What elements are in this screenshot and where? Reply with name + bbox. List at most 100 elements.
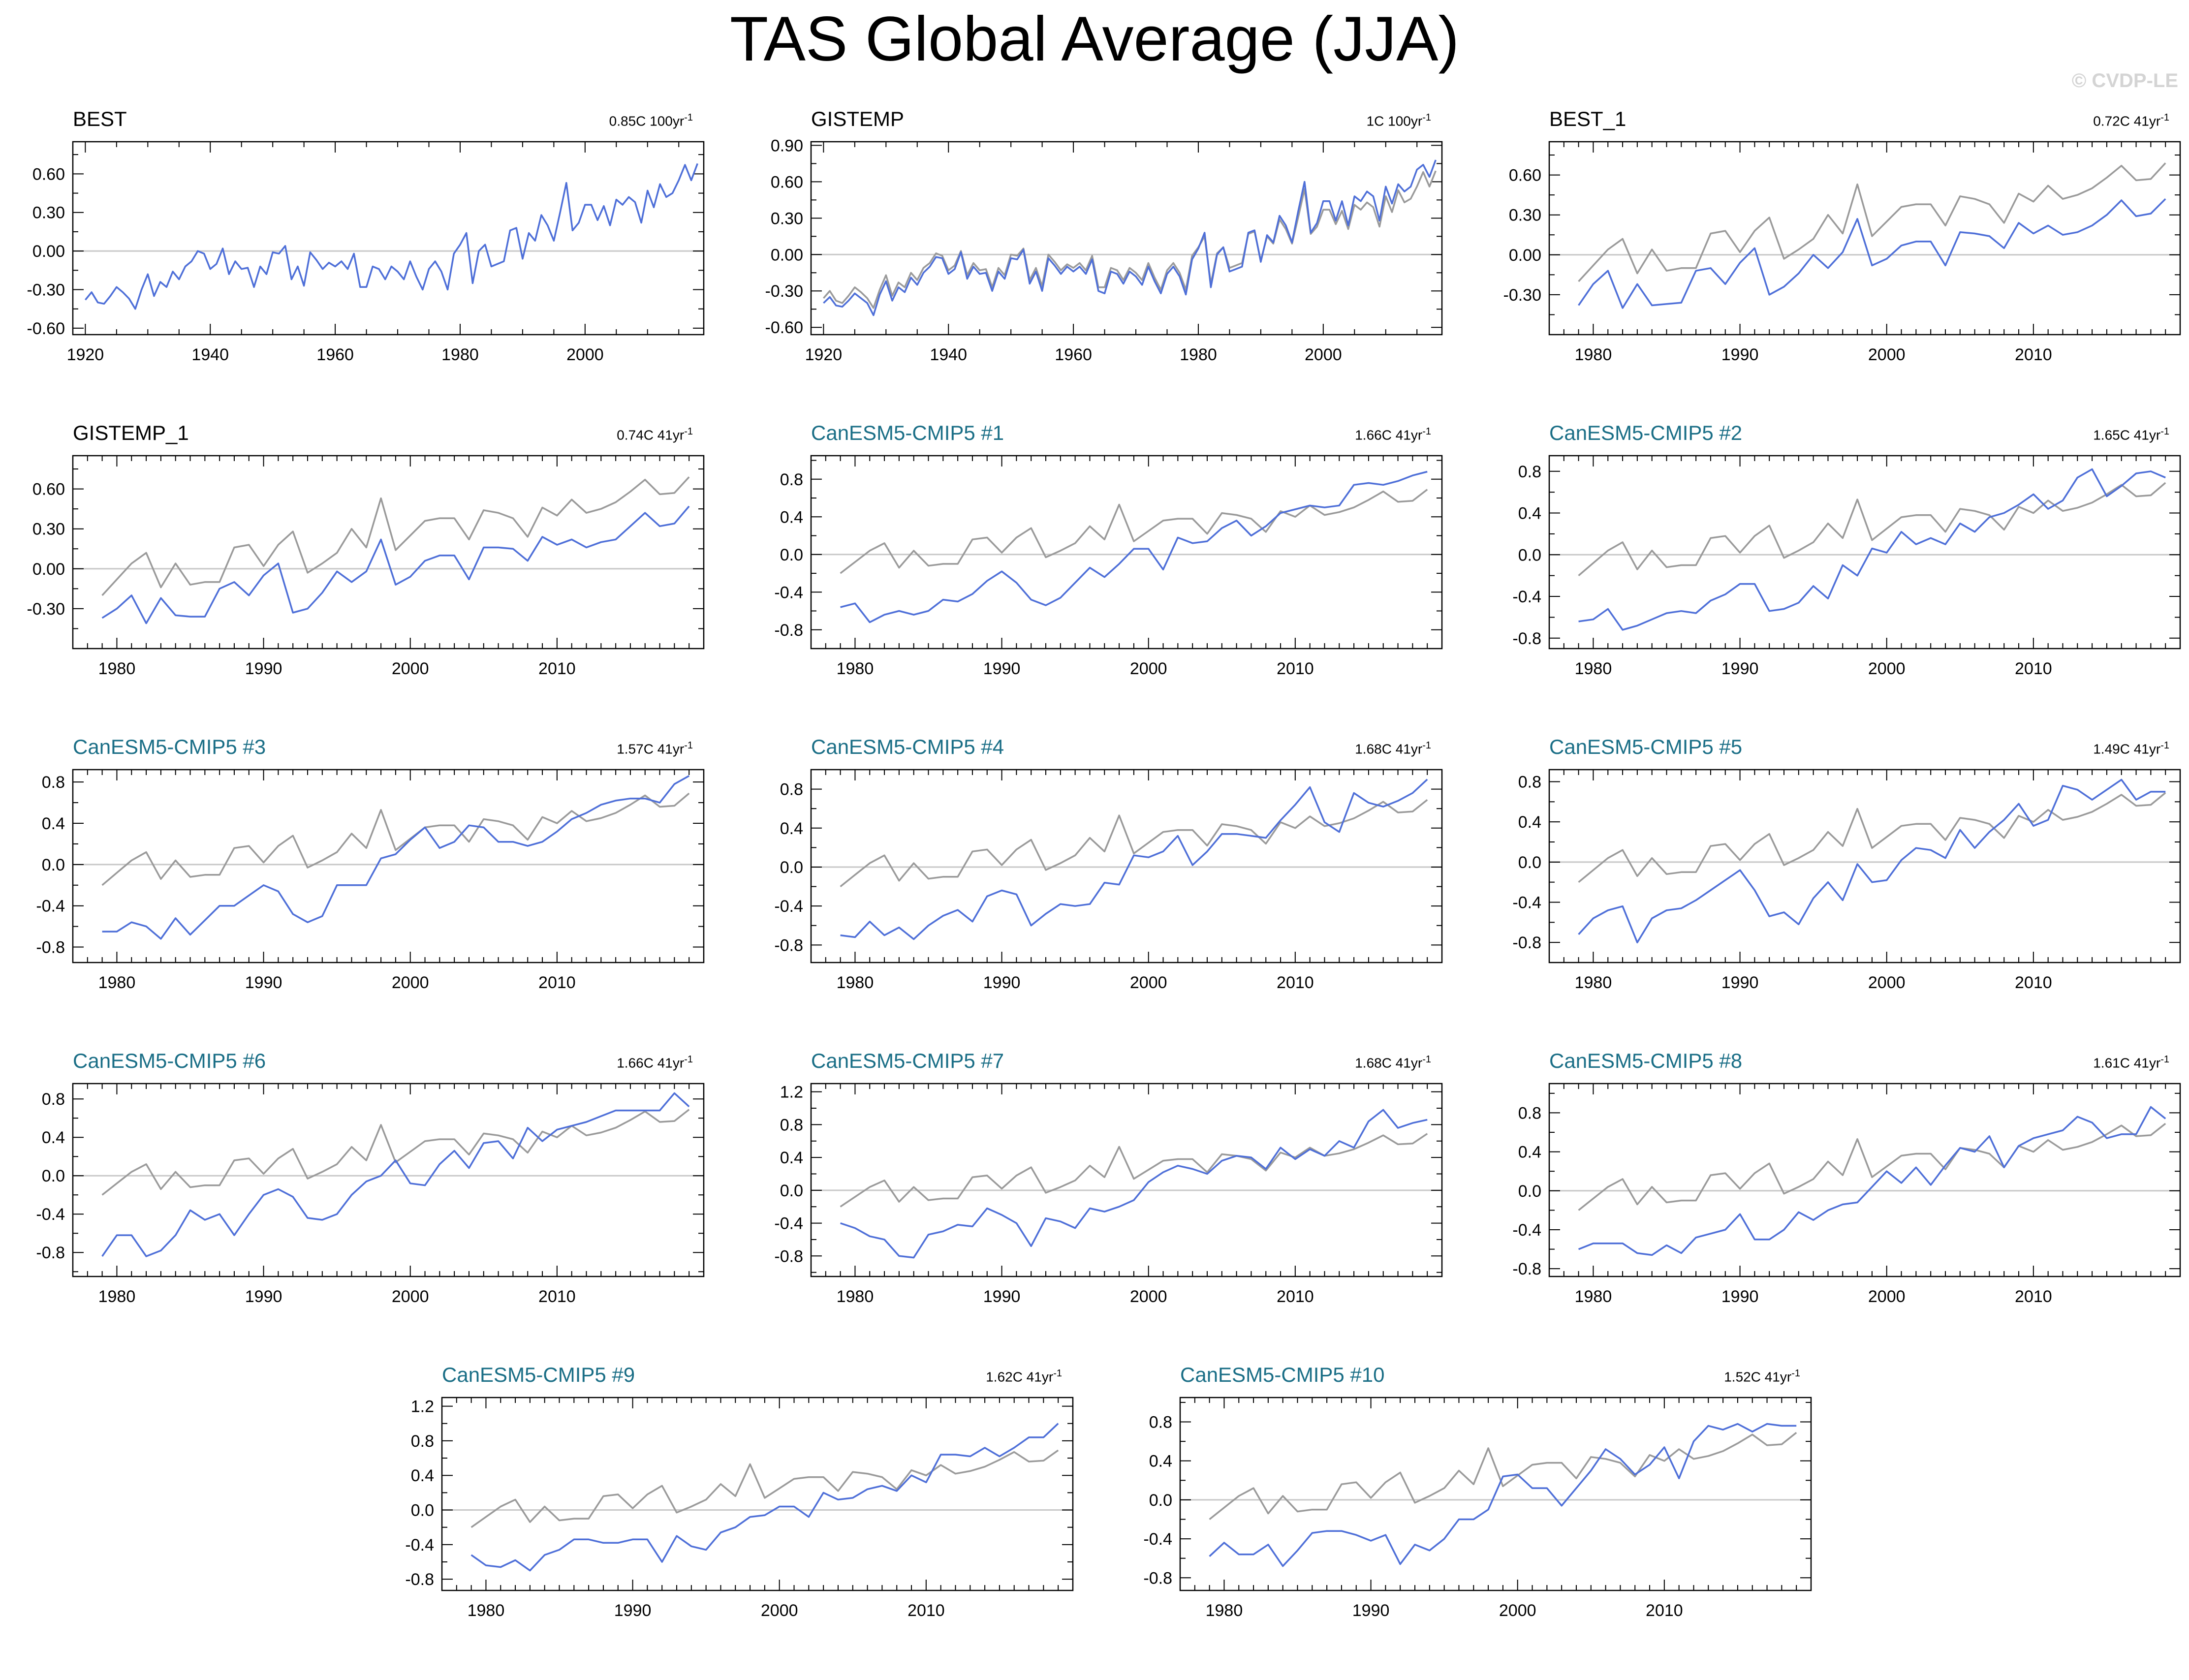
plot-frame bbox=[810, 141, 1443, 336]
x-tick-label: 1990 bbox=[245, 659, 282, 678]
trend-label: 1.52C 41yr-1 bbox=[1724, 1368, 1800, 1385]
y-tick-label: 0.60 bbox=[32, 480, 65, 499]
y-tick-label: -0.4 bbox=[36, 897, 65, 916]
trend-value: 1C 100yr bbox=[1366, 113, 1423, 129]
trend-exponent: -1 bbox=[2160, 426, 2169, 437]
trend-label: 1.62C 41yr-1 bbox=[986, 1368, 1062, 1385]
x-tick-label: 2000 bbox=[1130, 973, 1167, 992]
page-title: TAS Global Average (JJA) bbox=[729, 4, 1460, 74]
y-tick-label: 0.4 bbox=[1149, 1452, 1172, 1471]
y-tick-label: 0.00 bbox=[1509, 246, 1541, 265]
chart-panel-canesm5-7: CanESM5-CMIP5 #7 1.68C 41yr-1 1980 1990 2000… bbox=[738, 1045, 1443, 1306]
y-tick-label: 0.00 bbox=[32, 560, 65, 579]
x-tick-label: 2010 bbox=[1277, 973, 1314, 992]
trend-value: 1.66C 41yr bbox=[1355, 427, 1423, 443]
obs-series-line bbox=[840, 799, 1428, 887]
x-tick-label: 1990 bbox=[983, 973, 1021, 992]
trend-exponent: -1 bbox=[684, 112, 693, 123]
x-tick-label: 2010 bbox=[538, 659, 576, 678]
model-series-line bbox=[1578, 778, 2166, 943]
x-tick-label: 2010 bbox=[2015, 659, 2052, 678]
trend-value: 1.65C 41yr bbox=[2093, 427, 2161, 443]
model-series-line bbox=[840, 1109, 1428, 1259]
y-tick-label: 0.30 bbox=[32, 204, 65, 222]
obs-series-line bbox=[470, 1449, 1059, 1528]
trend-label: 1.57C 41yr-1 bbox=[617, 740, 693, 757]
line-chart: 1920 1940 1960 1980 2000 -0.60 -0.30 0.00 0.30 0.… bbox=[27, 141, 705, 364]
y-tick-label: 0.4 bbox=[42, 814, 65, 833]
line-chart: 1980 1990 2000 2010 -0.30 0.00 0.30 0.60 bbox=[27, 455, 705, 678]
trend-exponent: -1 bbox=[1422, 426, 1431, 437]
trend-exponent: -1 bbox=[2160, 1054, 2169, 1065]
x-tick-label: 2010 bbox=[2015, 345, 2052, 364]
trend-value: 0.74C 41yr bbox=[617, 427, 685, 443]
x-tick-label: 1980 bbox=[98, 659, 136, 678]
x-tick-label: 2000 bbox=[761, 1601, 798, 1620]
line-chart: 1980 1990 2000 2010 -0.8 -0.4 0.0 0.4 0.8 1.2 bbox=[405, 1397, 1074, 1620]
trend-value: 0.72C 41yr bbox=[2093, 113, 2161, 129]
obs-series-line bbox=[1578, 162, 2166, 282]
panel-title: CanESM5-CMIP5 #4 bbox=[811, 735, 1004, 758]
trend-label: 0.85C 100yr-1 bbox=[609, 112, 693, 129]
line-chart: 1980 1990 2000 2010 -0.8 -0.4 0.0 0.4 0.8 bbox=[36, 1083, 705, 1306]
y-tick-label: 0.0 bbox=[1518, 853, 1541, 872]
x-tick-label: 2010 bbox=[2015, 1287, 2052, 1306]
x-tick-label: 2000 bbox=[392, 973, 429, 992]
y-tick-label: 0.8 bbox=[1518, 773, 1541, 792]
y-tick-label: -0.60 bbox=[765, 318, 804, 337]
model-series-line bbox=[470, 1423, 1059, 1572]
model-series-line bbox=[823, 159, 1437, 316]
y-tick-label: -0.8 bbox=[1512, 1260, 1541, 1278]
plot-frame bbox=[72, 141, 705, 336]
panel-title: CanESM5-CMIP5 #5 bbox=[1549, 735, 1743, 758]
chart-panel-gistemp-1: GISTEMP_1 0.74C 41yr-1 1980 1990 2000 2010 -0.… bbox=[0, 417, 705, 678]
line-chart: 1980 1990 2000 2010 -0.8 -0.4 0.0 0.4 0.8 bbox=[1512, 455, 2181, 678]
obs-series-line bbox=[840, 489, 1428, 574]
y-tick-label: -0.30 bbox=[27, 600, 65, 619]
x-tick-label: 2000 bbox=[1130, 659, 1167, 678]
model-series-line bbox=[1578, 198, 2166, 309]
trend-value: 1.68C 41yr bbox=[1355, 741, 1423, 757]
line-chart: 1980 1990 2000 2010 -0.8 -0.4 0.0 0.4 0.8 bbox=[774, 769, 1443, 992]
trend-label: 1.65C 41yr-1 bbox=[2093, 426, 2169, 443]
trend-value: 1.66C 41yr bbox=[617, 1055, 685, 1071]
y-tick-label: -0.8 bbox=[774, 621, 803, 640]
line-chart: 1920 1940 1960 1980 2000 -0.60 -0.30 0.00 0.30 0.… bbox=[765, 136, 1443, 364]
x-tick-label: 1960 bbox=[316, 345, 354, 364]
trend-label: 1.66C 41yr-1 bbox=[1355, 426, 1431, 443]
y-tick-label: -0.8 bbox=[774, 936, 803, 955]
trend-label: 1.68C 41yr-1 bbox=[1355, 1054, 1431, 1071]
trend-value: 1.57C 41yr bbox=[617, 741, 685, 757]
y-tick-label: 0.30 bbox=[771, 209, 803, 228]
x-tick-label: 1990 bbox=[1721, 659, 1759, 678]
y-tick-label: 0.4 bbox=[1518, 813, 1541, 832]
trend-value: 1.61C 41yr bbox=[2093, 1055, 2161, 1071]
y-tick-label: -0.4 bbox=[1143, 1530, 1172, 1549]
y-tick-label: 0.8 bbox=[780, 780, 803, 799]
trend-exponent: -1 bbox=[1053, 1368, 1062, 1379]
chart-panel-best: BEST 0.85C 100yr-1 1920 1940 1960 1980 2000 -0.… bbox=[0, 103, 705, 364]
y-tick-label: 1.2 bbox=[780, 1083, 803, 1102]
y-tick-label: -0.30 bbox=[765, 282, 804, 301]
y-tick-label: 0.90 bbox=[771, 136, 803, 155]
x-tick-label: 1980 bbox=[837, 973, 874, 992]
y-tick-label: -0.4 bbox=[1512, 894, 1541, 912]
y-tick-label: 0.0 bbox=[780, 858, 803, 877]
y-tick-label: 0.00 bbox=[32, 242, 65, 261]
y-tick-label: 0.0 bbox=[1518, 1182, 1541, 1201]
y-tick-label: 0.0 bbox=[1149, 1491, 1172, 1510]
obs-series-line bbox=[101, 792, 690, 886]
x-tick-label: 2010 bbox=[1277, 659, 1314, 678]
x-tick-label: 2010 bbox=[2015, 973, 2052, 992]
y-tick-label: -0.8 bbox=[774, 1247, 803, 1266]
y-tick-label: -0.8 bbox=[36, 1244, 65, 1262]
y-tick-label: -0.8 bbox=[1512, 933, 1541, 952]
y-tick-label: -0.4 bbox=[774, 1214, 803, 1233]
x-tick-label: 1990 bbox=[1721, 973, 1759, 992]
obs-series-line bbox=[101, 1109, 690, 1196]
trend-exponent: -1 bbox=[1422, 740, 1431, 751]
trend-exponent: -1 bbox=[684, 426, 693, 437]
y-tick-label: 0.8 bbox=[1149, 1413, 1172, 1431]
y-tick-label: 0.0 bbox=[1518, 546, 1541, 564]
x-tick-label: 2010 bbox=[538, 973, 576, 992]
